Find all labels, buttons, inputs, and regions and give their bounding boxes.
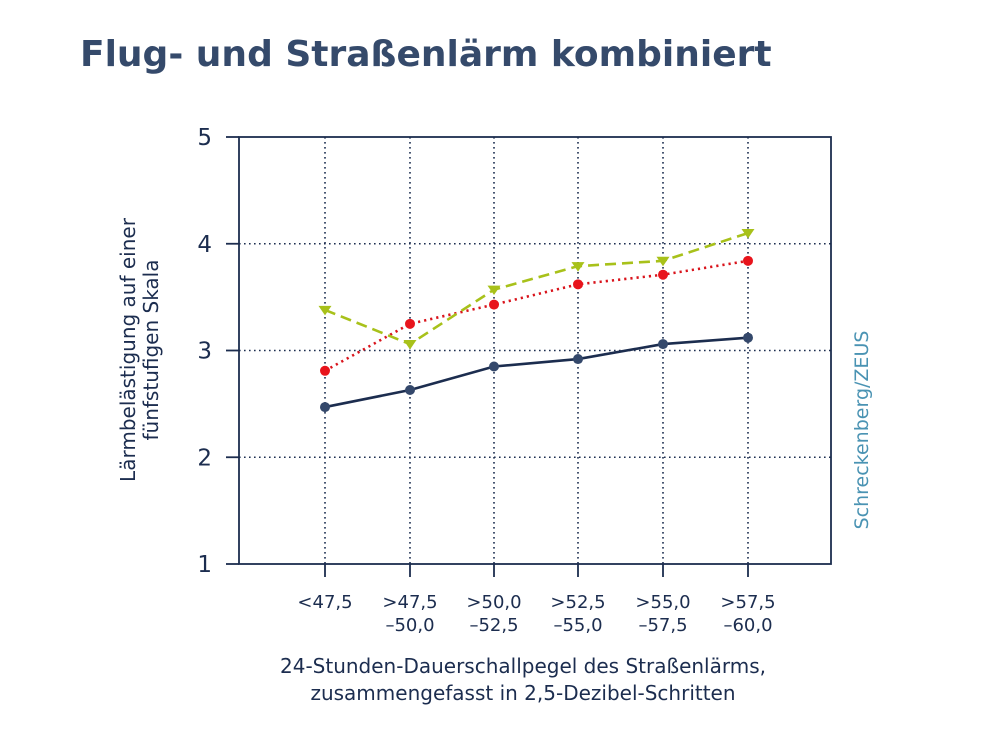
x-tick-label: >47,5 (382, 592, 437, 613)
x-tick-label: –57,5 (638, 615, 687, 636)
y-tick-label: 4 (197, 232, 212, 258)
x-tick-label: <47,5 (297, 592, 352, 613)
series-red-point (405, 318, 415, 329)
series-green-point (318, 305, 332, 316)
series-navy-line (324, 336, 749, 409)
series-red-point (489, 299, 499, 310)
series-navy-point (658, 339, 668, 350)
gridlines (239, 137, 831, 564)
y-tick-label: 2 (197, 445, 212, 471)
series-red-point (743, 255, 753, 266)
y-tick-label: 1 (197, 552, 212, 578)
y-tick-label: 3 (197, 339, 212, 365)
series-green-line (324, 231, 749, 346)
y-axis-title-line1: Lärmbelästigung auf einer (116, 217, 140, 482)
chart-title: Flug- und Straßenlärm kombiniert (80, 34, 772, 75)
series-group (318, 229, 755, 413)
series-navy-point (489, 361, 499, 372)
series-navy-point (405, 384, 415, 395)
x-axis-title-line1: 24-Stunden-Dauerschallpegel des Straßenl… (280, 654, 766, 678)
y-tick-label: 5 (197, 125, 212, 151)
series-green-point (656, 256, 670, 267)
series-green-point (571, 262, 585, 272)
series-navy-point (743, 332, 753, 343)
x-tick-label: >50,0 (466, 592, 521, 613)
series-red-line (324, 259, 749, 372)
series-red-point (573, 279, 583, 290)
x-tick-label: >55,0 (635, 592, 690, 613)
y-axis-title-line2: fünfstufigen Skala (139, 260, 163, 441)
series-green-point (487, 285, 501, 296)
series-green-point (741, 229, 755, 239)
x-tick-label: >52,5 (550, 592, 605, 613)
series-red-point (658, 269, 668, 280)
series-navy-point (573, 354, 583, 365)
source-credit: Schreckenberg/ZEUS (851, 331, 873, 530)
x-tick-label: –60,0 (723, 615, 772, 636)
plot-frame (238, 136, 832, 565)
x-axis-title-line2: zusammengefasst in 2,5-Dezibel-Schritten (310, 681, 735, 705)
tick-labels: 1 2 3 4 5 <47,5 >47,5–50,0 >50,0–52,5 >52,5–55,0… (197, 125, 775, 636)
x-tick-label: –50,0 (385, 615, 434, 636)
axes (226, 136, 832, 577)
series-navy-point (320, 402, 330, 413)
x-tick-label: >57,5 (720, 592, 775, 613)
series-green-point (403, 340, 417, 350)
series-red-point (320, 365, 330, 376)
x-tick-label: –55,0 (553, 615, 602, 636)
x-tick-label: –52,5 (469, 615, 518, 636)
